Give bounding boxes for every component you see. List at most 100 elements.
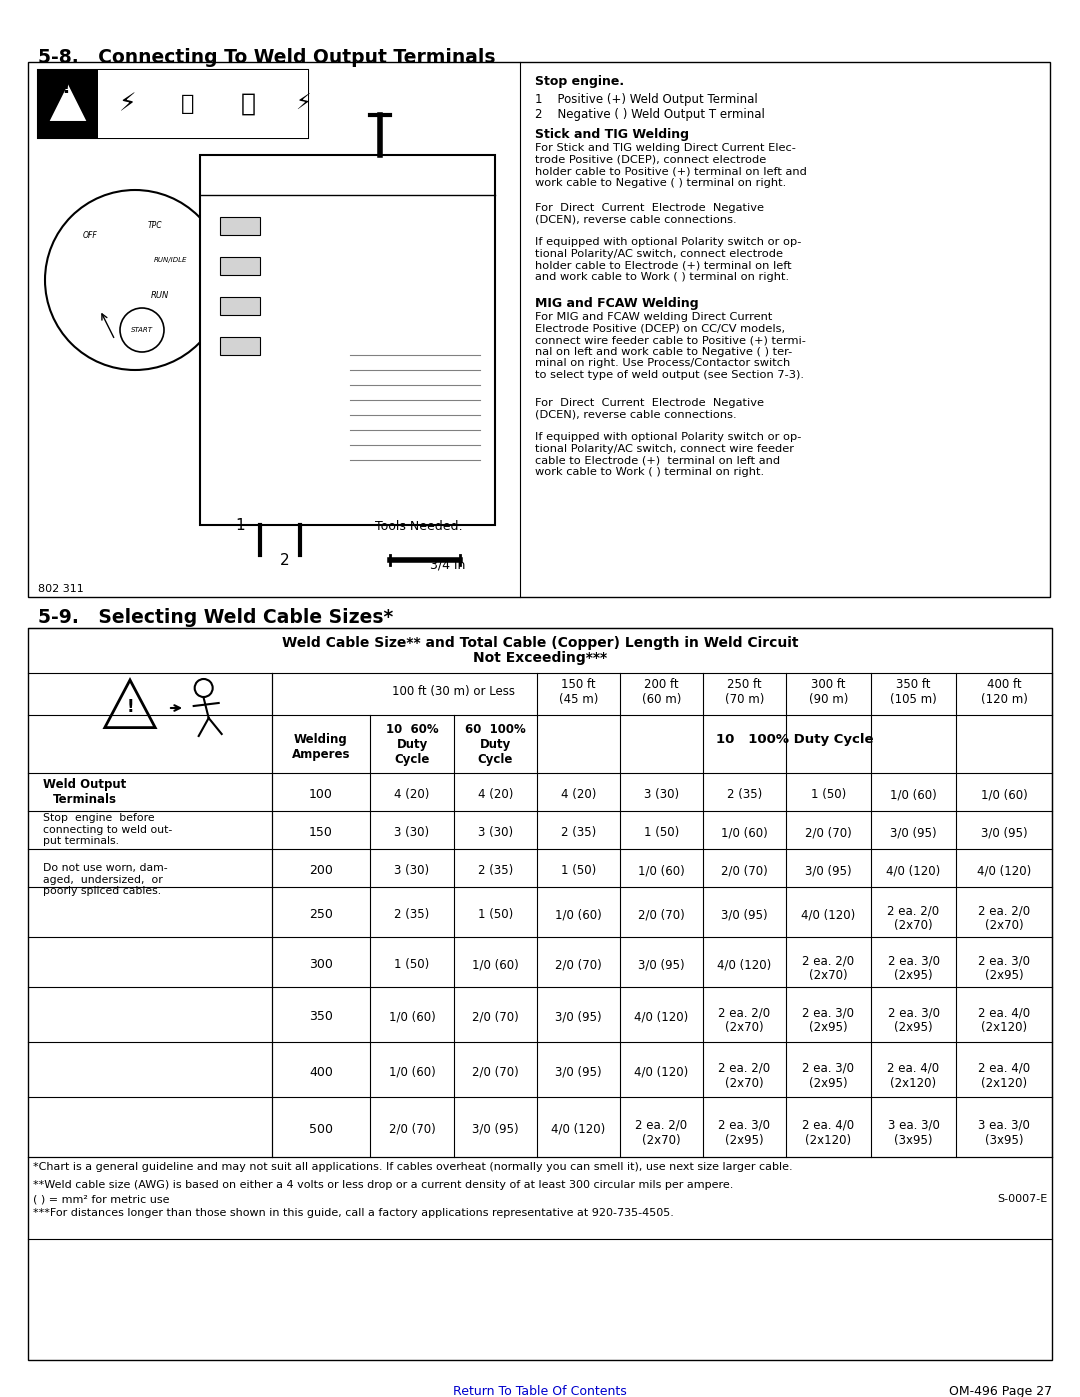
Text: Not Exceeding***: Not Exceeding*** (473, 651, 607, 665)
Text: 1 (50): 1 (50) (477, 908, 513, 921)
Polygon shape (48, 82, 87, 122)
Bar (38, 70, 98, 138)
Text: 1/0 (60): 1/0 (60) (721, 826, 768, 840)
Text: 4 (20): 4 (20) (561, 788, 596, 800)
Text: !: ! (62, 78, 70, 96)
Text: 3 (30): 3 (30) (394, 863, 430, 877)
Text: 3 ea. 3/0
(3x95): 3 ea. 3/0 (3x95) (888, 1119, 940, 1147)
Text: 2 ea. 3/0
(2x95): 2 ea. 3/0 (2x95) (978, 954, 1030, 982)
Text: OM-496 Page 27: OM-496 Page 27 (949, 1384, 1052, 1397)
Text: 350 ft
(105 m): 350 ft (105 m) (890, 678, 936, 705)
Text: 150 ft
(45 m): 150 ft (45 m) (558, 678, 598, 705)
Bar (98, 70, 308, 138)
Text: 1/0 (60): 1/0 (60) (472, 958, 518, 971)
Bar (28, 629, 1052, 1361)
Text: 5-9.   Selecting Weld Cable Sizes*: 5-9. Selecting Weld Cable Sizes* (38, 608, 393, 627)
Text: 4 (20): 4 (20) (477, 788, 513, 800)
Text: If equipped with optional Polarity switch or op-
tional Polarity/AC switch, conn: If equipped with optional Polarity switc… (535, 432, 801, 476)
Text: 2 ea. 2/0
(2x70): 2 ea. 2/0 (2x70) (718, 1062, 770, 1090)
Bar (220, 217, 260, 235)
Text: 2 ea. 3/0
(2x95): 2 ea. 3/0 (2x95) (888, 1006, 940, 1035)
Text: 1    Positive (+) Weld Output Terminal: 1 Positive (+) Weld Output Terminal (535, 94, 758, 106)
Bar (38, 70, 308, 138)
Text: Stop  engine  before
connecting to weld out-
put terminals.: Stop engine before connecting to weld ou… (43, 813, 172, 847)
Text: MIG and FCAW Welding: MIG and FCAW Welding (535, 298, 699, 310)
Text: 10  60%
Duty
Cycle: 10 60% Duty Cycle (386, 724, 438, 766)
Text: RUN/IDLE: RUN/IDLE (153, 257, 187, 263)
Text: OFF: OFF (83, 231, 97, 239)
Text: ***For distances longer than those shown in this guide, call a factory applicati: ***For distances longer than those shown… (33, 1208, 674, 1218)
Text: 3 (30): 3 (30) (478, 826, 513, 840)
Text: 1 (50): 1 (50) (644, 826, 679, 840)
Text: 2/0 (70): 2/0 (70) (472, 1010, 518, 1024)
Text: Welding
Amperes: Welding Amperes (292, 733, 350, 761)
Text: 4/0 (120): 4/0 (120) (887, 863, 941, 877)
Text: 3 (30): 3 (30) (394, 826, 430, 840)
Text: 300 ft
(90 m): 300 ft (90 m) (809, 678, 848, 705)
Text: 2/0 (70): 2/0 (70) (721, 863, 768, 877)
Text: *Chart is a general guideline and may not suit all applications. If cables overh: *Chart is a general guideline and may no… (33, 1162, 793, 1172)
Text: ⚡: ⚡ (295, 94, 311, 115)
Text: 1/0 (60): 1/0 (60) (389, 1066, 435, 1078)
Text: 802 311: 802 311 (38, 584, 84, 594)
Text: 2 ea. 4/0
(2x120): 2 ea. 4/0 (2x120) (977, 1062, 1030, 1090)
Text: 2 ea. 2/0
(2x70): 2 ea. 2/0 (2x70) (888, 904, 940, 932)
Text: Return To Table Of Contents: Return To Table Of Contents (454, 1384, 626, 1397)
Text: 1/0 (60): 1/0 (60) (890, 788, 936, 800)
Text: 350: 350 (309, 1010, 333, 1024)
Text: 250 ft
(70 m): 250 ft (70 m) (725, 678, 765, 705)
Text: 1/0 (60): 1/0 (60) (981, 788, 1027, 800)
Text: If equipped with optional Polarity switch or op-
tional Polarity/AC switch, conn: If equipped with optional Polarity switc… (535, 237, 801, 282)
Text: 250: 250 (309, 908, 333, 921)
Text: 🔌: 🔌 (181, 94, 194, 115)
Text: 4/0 (120): 4/0 (120) (717, 958, 771, 971)
Text: 4/0 (120): 4/0 (120) (634, 1066, 689, 1078)
Text: 500: 500 (309, 1123, 333, 1136)
Text: 2/0 (70): 2/0 (70) (555, 958, 602, 971)
Text: 2/0 (70): 2/0 (70) (805, 826, 852, 840)
Text: 150: 150 (309, 826, 333, 840)
Text: For  Direct  Current  Electrode  Negative
(DCEN), reverse cable connections.: For Direct Current Electrode Negative (D… (535, 398, 764, 419)
Text: 2 ea. 4/0
(2x120): 2 ea. 4/0 (2x120) (802, 1119, 854, 1147)
Text: 2: 2 (280, 553, 289, 569)
Text: 1 (50): 1 (50) (394, 958, 430, 971)
Text: 300: 300 (309, 958, 333, 971)
Text: 3/0 (95): 3/0 (95) (638, 958, 685, 971)
Text: 1/0 (60): 1/0 (60) (638, 863, 685, 877)
Text: 2 ea. 2/0
(2x70): 2 ea. 2/0 (2x70) (718, 1006, 770, 1035)
Text: 1 (50): 1 (50) (811, 788, 846, 800)
Text: 2 ea. 2/0
(2x70): 2 ea. 2/0 (2x70) (977, 904, 1030, 932)
Text: 2 (35): 2 (35) (477, 863, 513, 877)
Text: 2 ea. 2/0
(2x70): 2 ea. 2/0 (2x70) (802, 954, 854, 982)
Text: 400 ft
(120 m): 400 ft (120 m) (981, 678, 1027, 705)
Text: 1/0 (60): 1/0 (60) (389, 1010, 435, 1024)
Text: 2 ea. 4/0
(2x120): 2 ea. 4/0 (2x120) (888, 1062, 940, 1090)
Text: RUN: RUN (151, 291, 170, 299)
Text: 2 ea. 2/0
(2x70): 2 ea. 2/0 (2x70) (635, 1119, 688, 1147)
Text: 100 ft (30 m) or Less: 100 ft (30 m) or Less (392, 685, 515, 698)
Text: 2 ea. 3/0
(2x95): 2 ea. 3/0 (2x95) (802, 1006, 854, 1035)
Text: 1/0 (60): 1/0 (60) (555, 908, 602, 921)
Text: 4 (20): 4 (20) (394, 788, 430, 800)
Text: Stick and TIG Welding: Stick and TIG Welding (535, 129, 689, 141)
Text: 2 ea. 3/0
(2x95): 2 ea. 3/0 (2x95) (718, 1119, 770, 1147)
Bar (220, 298, 260, 314)
Text: 〰: 〰 (241, 92, 256, 116)
Polygon shape (105, 680, 156, 728)
Text: 60  100%
Duty
Cycle: 60 100% Duty Cycle (465, 724, 526, 766)
Text: S-0007-E: S-0007-E (997, 1194, 1047, 1204)
Text: 3/0 (95): 3/0 (95) (981, 826, 1027, 840)
Text: 2/0 (70): 2/0 (70) (638, 908, 685, 921)
Text: 400: 400 (309, 1066, 333, 1078)
Text: 3/0 (95): 3/0 (95) (890, 826, 936, 840)
Text: 100: 100 (309, 788, 333, 800)
Text: 200: 200 (309, 863, 333, 877)
Text: 2 (35): 2 (35) (561, 826, 596, 840)
Text: 4/0 (120): 4/0 (120) (634, 1010, 689, 1024)
Bar (220, 257, 260, 275)
Text: 2    Negative ( ) Weld Output T erminal: 2 Negative ( ) Weld Output T erminal (535, 108, 765, 122)
Bar (220, 337, 260, 355)
Text: Tools Needed:: Tools Needed: (375, 520, 462, 534)
Text: 3 (30): 3 (30) (644, 788, 679, 800)
Text: ( ) = mm² for metric use: ( ) = mm² for metric use (33, 1194, 170, 1204)
